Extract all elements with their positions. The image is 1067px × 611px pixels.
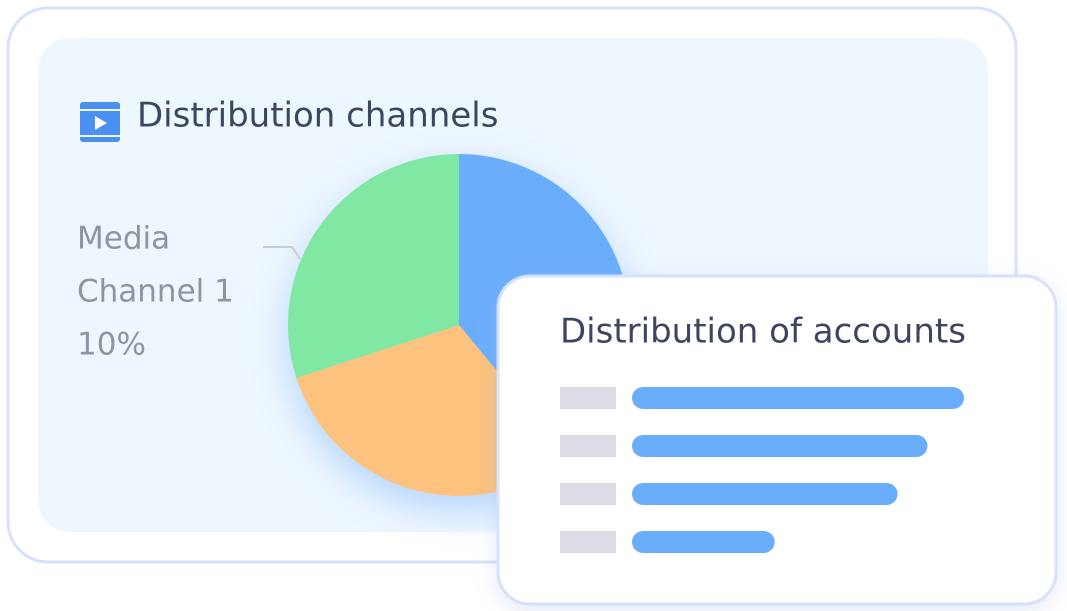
bar-label-placeholder [560, 531, 616, 553]
bar [632, 387, 964, 409]
annotation-line: 10% [77, 327, 146, 363]
bar-label-placeholder [560, 435, 616, 457]
annotation-line: Media [77, 221, 170, 257]
popup-title: Distribution of accounts [560, 312, 966, 352]
annotation-line: Channel 1 [77, 274, 234, 310]
bar [632, 483, 898, 505]
pie-slice [287, 154, 459, 378]
bar-label-placeholder [560, 387, 616, 409]
video-icon [80, 102, 120, 142]
bar-label-placeholder [560, 483, 616, 505]
annotation-connector [263, 246, 301, 260]
bar-list [560, 387, 964, 553]
card-title: Distribution channels [137, 96, 498, 136]
bar [632, 435, 928, 457]
bar [632, 531, 775, 553]
